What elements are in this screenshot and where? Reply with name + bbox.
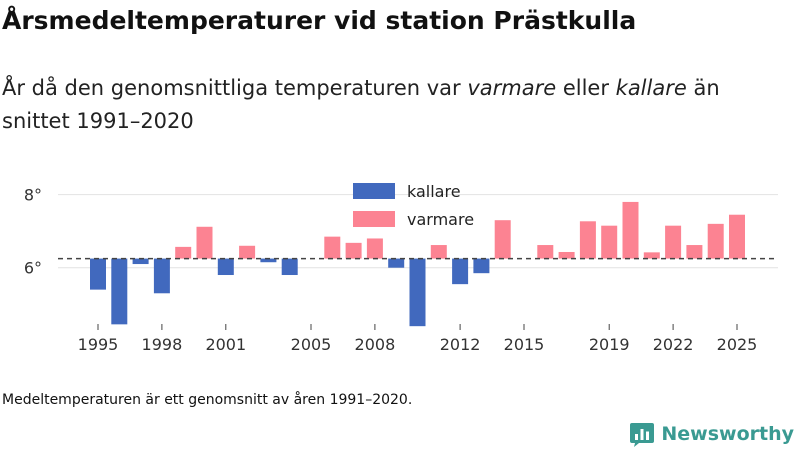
x-tick-label: 2022 [653, 335, 694, 354]
newsworthy-logo-icon [630, 423, 655, 447]
bar-2020 [622, 201, 639, 259]
x-tick-label: 2025 [717, 335, 758, 354]
x-tick-label: 1995 [78, 335, 119, 354]
bar-2024 [707, 223, 724, 259]
legend-swatch-warm [353, 211, 395, 227]
brand-name: Newsworthy [661, 423, 794, 445]
bar-2025 [729, 214, 745, 259]
bar-2014 [494, 220, 511, 259]
x-tick-label: 2008 [355, 335, 396, 354]
subtitle-warm-word: varmare [467, 76, 557, 100]
bar-2001 [217, 258, 234, 276]
bar-2019 [601, 225, 618, 259]
legend: kallare varmare [353, 182, 474, 229]
x-tick-label: 2005 [291, 335, 332, 354]
bar-2003 [260, 258, 277, 263]
bar-2006 [324, 236, 341, 259]
bar-2000 [196, 226, 213, 259]
bar-1998 [153, 258, 170, 294]
bar-2022 [665, 225, 682, 259]
x-tick-label: 2015 [504, 335, 545, 354]
bar-2021 [643, 252, 660, 259]
bar-2009 [388, 258, 405, 268]
bar-2016 [537, 245, 554, 259]
bar-2012 [452, 258, 469, 285]
x-tick-label: 1998 [142, 335, 183, 354]
legend-label-warm[interactable]: varmare [407, 210, 474, 229]
bar-2004 [281, 258, 298, 276]
bar-2007 [345, 242, 362, 259]
x-tick-label: 2012 [440, 335, 481, 354]
newsworthy-logo[interactable]: Newsworthy [629, 420, 794, 448]
bar-1995 [90, 258, 106, 290]
bar-2010 [409, 258, 426, 327]
bar-2008 [366, 238, 383, 259]
x-tick-label: 2001 [205, 335, 246, 354]
bar-2013 [473, 258, 490, 274]
bar-2018 [579, 221, 596, 259]
temperature-bar-chart: 6° 8° 1995 1998 2001 2005 2008 2012 2015 2019 202… [24, 182, 778, 354]
y-axis: 6° 8° [24, 186, 42, 278]
bar-2023 [686, 245, 703, 259]
subtitle-text: År då den genomsnittliga temperaturen va… [2, 76, 468, 100]
bar-2002 [239, 245, 256, 259]
y-tick-label: 6° [24, 259, 42, 278]
legend-label-cold[interactable]: kallare [407, 182, 461, 201]
footnote: Medeltemperaturen är ett genomsnitt av å… [2, 392, 413, 408]
bar-2011 [430, 245, 447, 259]
legend-swatch-cold [353, 183, 395, 199]
bar-1999 [175, 246, 192, 259]
bars [90, 201, 745, 327]
bar-1996 [111, 258, 128, 325]
bar-2017 [558, 251, 575, 259]
chart-subtitle: År då den genomsnittliga temperaturen va… [2, 72, 782, 138]
x-tick-label: 2019 [589, 335, 630, 354]
y-tick-label: 8° [24, 186, 42, 205]
x-axis: 1995 1998 2001 2005 2008 2012 2015 2019 2022 2025 [78, 324, 758, 354]
subtitle-text: eller [556, 76, 616, 100]
bar-1997 [132, 258, 149, 265]
chart-title: Årsmedeltemperaturer vid station Prästku… [2, 6, 637, 35]
subtitle-cold-word: kallare [615, 76, 687, 100]
subtitle-text: än snittet 1991–2020 [2, 76, 720, 133]
